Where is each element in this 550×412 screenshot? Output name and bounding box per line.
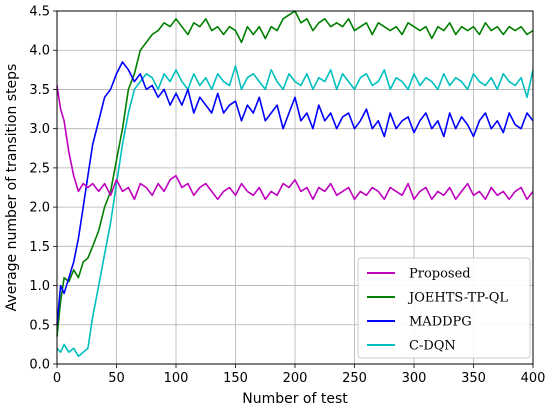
y-tick-label: 4.0 <box>29 44 50 59</box>
y-tick-label: 4.5 <box>29 5 50 20</box>
x-tick-label: 50 <box>108 371 125 386</box>
x-tick-label: 350 <box>461 371 486 386</box>
legend-box <box>357 257 531 359</box>
y-tick-label: 2.0 <box>29 201 50 216</box>
x-tick-label: 100 <box>164 371 189 386</box>
axis-ticks: 0 50 100 150 200 250 300 350 400 0.0 0.5 1.0 1.5 2.0 2… <box>29 5 545 387</box>
series-line-joehts-tp-ql <box>56 10 534 337</box>
legend-label: MADDPG <box>409 315 472 330</box>
series-line-c-dqn <box>56 65 534 358</box>
legend-label: JOEHTS-TP-QL <box>407 291 508 306</box>
x-tick-label: 300 <box>402 371 427 386</box>
legend-label: Proposed <box>409 267 471 282</box>
plot-lines <box>56 10 534 358</box>
x-tick-label: 150 <box>223 371 248 386</box>
y-tick-label: 2.5 <box>29 161 50 176</box>
x-tick-label: 200 <box>283 371 308 386</box>
x-axis-label: Number of test <box>242 391 348 407</box>
y-tick-label: 0.5 <box>29 318 50 333</box>
series-line-proposed <box>56 85 534 201</box>
y-tick-label: 1.5 <box>29 240 50 255</box>
legend-label: C-DQN <box>409 339 456 354</box>
y-tick-label: 3.5 <box>29 83 50 98</box>
legend: Proposed JOEHTS-TP-QL MADDPG C-DQN <box>357 257 531 359</box>
x-tick-label: 0 <box>53 371 61 386</box>
x-tick-label: 400 <box>521 371 546 386</box>
x-tick-label: 250 <box>342 371 367 386</box>
series-line-maddpg <box>56 61 534 325</box>
y-tick-label: 1.0 <box>29 279 50 294</box>
y-tick-label: 0.0 <box>29 358 50 373</box>
y-tick-label: 3.0 <box>29 122 50 137</box>
y-axis-label: Average number of transition steps <box>4 64 20 312</box>
